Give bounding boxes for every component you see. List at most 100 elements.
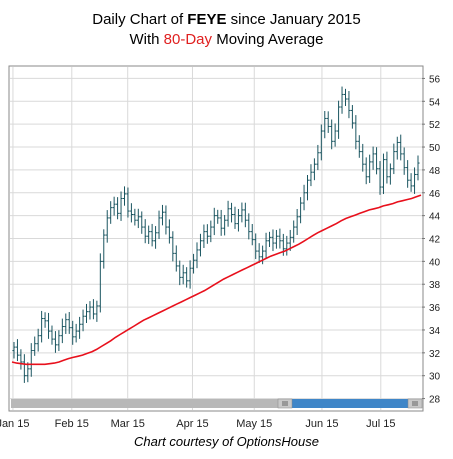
y-tick-label: 54 [429,97,441,108]
x-tick-label: Mar 15 [111,418,145,430]
y-tick-label: 30 [429,372,441,383]
price-bar [33,336,37,356]
price-bar [254,233,258,260]
price-bar [402,147,406,175]
price-bar [64,313,68,334]
price-bar [202,224,206,249]
price-bar [250,224,254,246]
x-tick-label: Apr 15 [176,418,208,430]
price-bar [354,115,358,150]
x-axis: Jan 15 Feb 15 Mar 15 Apr 15 May 15 Jun 15 Jul … [0,418,395,430]
price-bar [109,201,113,224]
price-bar [84,303,89,323]
price-bar [209,220,213,243]
price-bar [278,228,282,249]
price-bar [212,207,216,236]
price-bar [295,208,299,236]
price-bar [50,325,54,345]
price-bar [368,154,372,183]
price-bar [247,213,251,240]
price-bar [229,202,234,223]
grid [10,67,422,410]
price-bar [78,316,82,339]
title-suffix: since January 2015 [226,11,361,28]
scroll-thumb[interactable] [278,399,422,408]
price-bar [19,349,23,370]
price-bar [236,209,241,232]
price-bar [181,264,185,285]
x-tick-label: Jun 15 [305,418,338,430]
scrollbar[interactable] [11,398,423,409]
price-bar [195,242,199,269]
price-bar [150,223,154,247]
price-bar [395,136,399,160]
price-bar [361,143,365,172]
price-bar [261,245,265,265]
y-tick-label: 38 [429,280,441,291]
price-bar [140,211,144,234]
price-bar [323,111,327,139]
price-bar [112,196,116,216]
price-bar [46,312,51,339]
price-bar [12,341,16,359]
price-bar [71,320,75,345]
price-bar [302,184,306,211]
price-bar [102,229,106,269]
y-tick-label: 28 [429,395,441,406]
price-bar [174,245,178,272]
y-tick-label: 56 [429,74,441,85]
price-bar [122,186,127,206]
price-bar [153,226,158,249]
price-bar [292,220,296,243]
price-bar [267,231,272,247]
price-bar [164,205,168,235]
price-bar [309,164,313,187]
price-bar [233,206,237,229]
price-bar [147,225,151,244]
price-bar [133,208,137,226]
price-bar [333,123,337,147]
moving-average [11,194,422,366]
price-bar [157,210,161,239]
price-bar [188,260,192,289]
price-bar [81,309,85,332]
subtitle-prefix: With [129,31,164,48]
price-bar [95,300,99,322]
price-bar [178,260,182,286]
price-bar [40,310,44,343]
price-bar [288,229,292,251]
price-bar [409,173,413,192]
price-bar [43,312,47,328]
price-bar [350,105,354,129]
price-bar [216,209,220,224]
scroll-track[interactable] [11,399,422,408]
price-bar [392,143,396,175]
price-bar [53,331,58,353]
price-bar [119,191,123,221]
price-bar [243,202,247,228]
title-line-2: With 80-Day Moving Average [0,30,453,50]
price-bar [399,134,403,161]
price-bar [67,312,71,334]
price-bar [364,157,368,185]
price-bar [319,124,323,161]
chart-title: Daily Chart of FEYE since January 2015 W… [0,10,453,50]
chart-caption: Chart courtesy of OptionsHouse [134,434,319,449]
price-bar [74,323,78,343]
price-bar [257,243,261,263]
price-bar [105,210,109,243]
price-bar [298,197,303,224]
x-tick-label: Jul 15 [366,418,395,430]
y-tick-label: 52 [429,120,441,131]
price-bar [205,224,209,244]
price-bar [143,219,147,244]
price-bar [312,158,317,181]
price-bar [305,175,310,201]
price-bar [219,209,223,236]
price-bar [357,135,361,158]
price-bar [57,330,61,352]
price-bar [316,144,320,171]
y-tick-label: 44 [429,212,441,223]
price-bar [29,343,33,377]
